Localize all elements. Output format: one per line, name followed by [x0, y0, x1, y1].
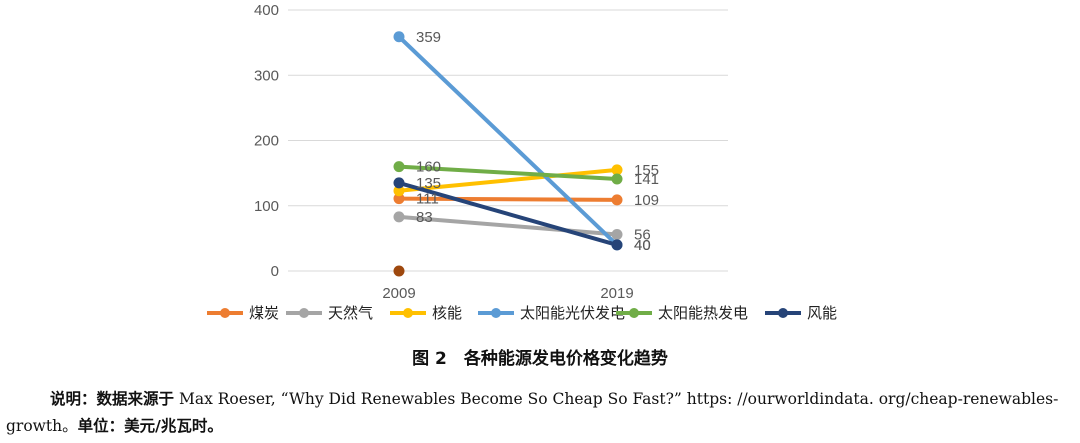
legend-swatch-marker — [220, 308, 230, 318]
data-point — [393, 161, 405, 173]
data-point — [393, 211, 405, 223]
note-source-prefix: 数据来源于 — [96, 390, 175, 408]
y-tick-label: 400 — [254, 2, 279, 19]
data-point — [611, 173, 623, 185]
legend-label: 太阳能热发电 — [658, 304, 748, 322]
legend-label: 太阳能光伏发电 — [520, 304, 625, 322]
data-label: 155 — [634, 162, 659, 179]
legend-label: 核能 — [432, 304, 462, 322]
data-point — [611, 228, 623, 240]
data-point — [611, 164, 623, 176]
series-line — [397, 164, 619, 181]
data-label: 135 — [416, 175, 441, 192]
series-line — [397, 34, 619, 247]
note-label: 说明： — [50, 390, 97, 408]
x-tick-label: 2009 — [382, 285, 415, 302]
data-label: 141 — [634, 171, 659, 188]
data-label: 160 — [416, 159, 441, 176]
series-line — [397, 214, 619, 237]
data-point — [393, 265, 405, 277]
series-lines — [393, 31, 623, 277]
data-label: 109 — [634, 192, 659, 209]
data-label: 83 — [416, 209, 433, 226]
line-chart: 0 100 200 300 400 2009 2019 111 109 83 56 155 359 4… — [207, 2, 837, 322]
figure-note: 说明：数据来源于 Max Roeser, “Why Did Renewables… — [6, 386, 1074, 440]
data-label: 359 — [416, 29, 441, 46]
y-axis: 0 100 200 300 400 — [254, 2, 279, 280]
legend-swatch-marker — [778, 308, 788, 318]
data-point — [393, 31, 405, 43]
data-point — [611, 194, 623, 206]
data-point — [393, 193, 405, 205]
figure-caption: 图 2 各种能源发电价格变化趋势 — [412, 349, 668, 369]
note-unit-value: 美元/兆瓦时。 — [124, 417, 223, 435]
legend-swatch-marker — [299, 308, 309, 318]
data-point — [393, 177, 405, 189]
data-label: 40 — [634, 237, 651, 254]
legend: 煤炭 天然气 核能 太阳能光伏发电 太阳能热发电 风能 — [207, 304, 837, 322]
legend-swatch-marker — [629, 308, 639, 318]
y-tick-label: 100 — [254, 198, 279, 215]
data-label: 111 — [416, 191, 439, 208]
y-tick-label: 0 — [271, 263, 279, 280]
series-line — [397, 167, 619, 193]
x-tick-label: 2019 — [600, 285, 633, 302]
data-point — [611, 239, 623, 251]
x-axis: 2009 2019 — [382, 285, 633, 302]
legend-swatch-marker — [491, 308, 501, 318]
data-label: 56 — [634, 226, 651, 243]
legend-swatch-marker — [403, 308, 413, 318]
series-line — [397, 196, 619, 202]
note-unit-label: 单位： — [77, 417, 125, 435]
y-tick-label: 200 — [254, 133, 279, 150]
data-label: 40 — [634, 237, 651, 254]
series-line — [397, 180, 619, 247]
note-source-text: Max Roeser, “Why Did Renewables Become S… — [6, 390, 1059, 435]
legend-label: 天然气 — [328, 304, 373, 322]
y-tick-label: 300 — [254, 67, 279, 84]
legend-label: 煤炭 — [249, 304, 279, 322]
legend-label: 风能 — [807, 304, 837, 322]
data-point — [393, 185, 405, 197]
